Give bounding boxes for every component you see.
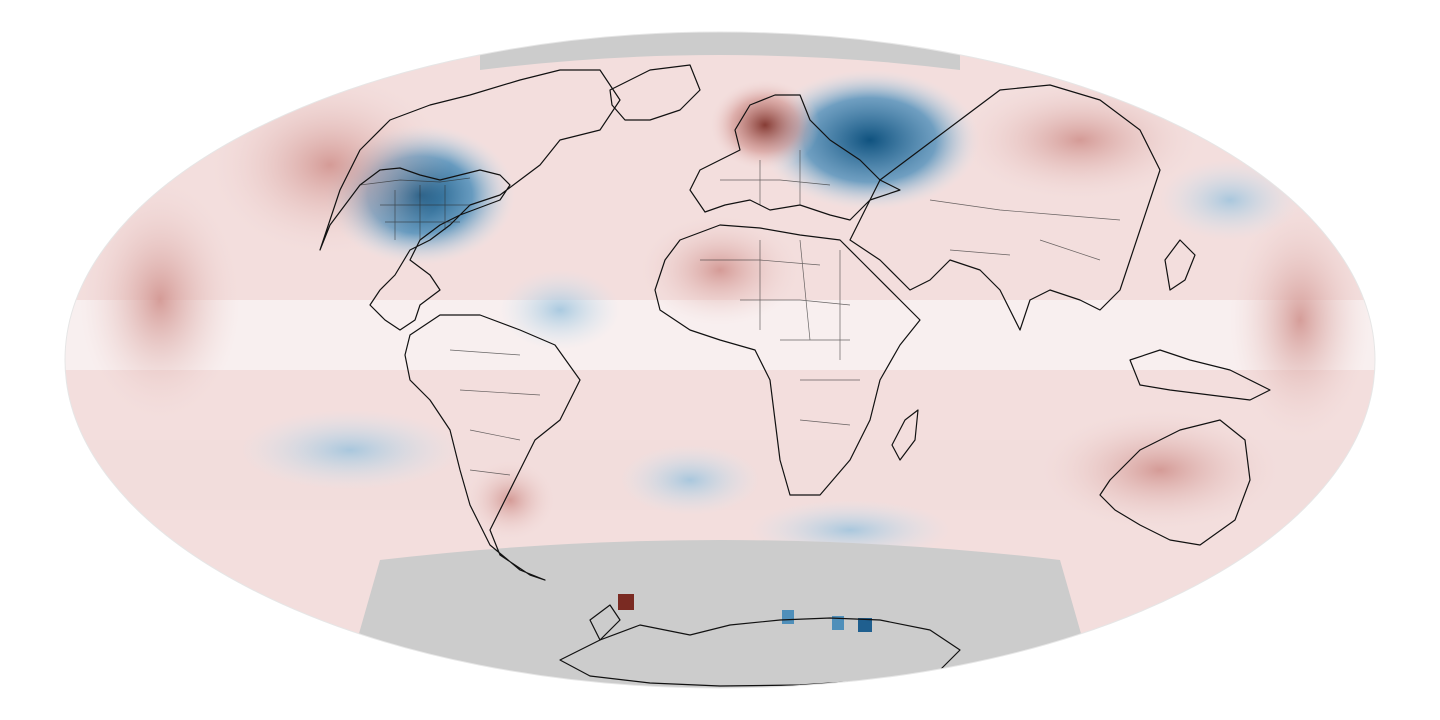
globe-body [65, 32, 1375, 688]
coastlines [319, 64, 1321, 687]
arctic-no-data [480, 32, 960, 70]
coast-indonesia [1129, 349, 1271, 401]
coast-south-america [404, 314, 581, 581]
border-us-canada [359, 177, 471, 186]
anomaly-east-pacific-warm [80, 180, 240, 420]
coast-north-america [319, 69, 621, 331]
coast-madagascar [891, 409, 919, 461]
anomaly-south-atlantic-cold [620, 445, 760, 515]
coast-greenland [609, 64, 701, 121]
antarctic-cold-cell-1 [782, 610, 794, 624]
anomaly-sahara-warm [640, 215, 800, 325]
antarctic-peninsula-warm-cell [618, 594, 634, 610]
anomaly-west-pacific-warm [1230, 200, 1370, 440]
antarctic-no-data [340, 540, 1100, 688]
anomaly-atlantic-cold [500, 270, 620, 350]
country-borders [359, 150, 1121, 476]
border-us-states-grid [380, 185, 470, 240]
anomaly-south-pacific-cold [240, 410, 460, 490]
border-africa-2 [759, 239, 841, 360]
anomaly-scandinavia-warm [710, 80, 820, 170]
border-south-america [449, 349, 541, 476]
coast-japan [1164, 239, 1196, 291]
anomaly-australia-warm [1040, 410, 1280, 530]
coast-australia [1099, 419, 1251, 546]
coast-antarctic-peninsula [589, 604, 621, 641]
border-asia [929, 199, 1121, 261]
coast-antarctica [559, 617, 961, 687]
anomaly-western-russia-cold [760, 70, 980, 210]
anomaly-siberia-warm [960, 80, 1200, 200]
anomaly-patagonia-warm [465, 460, 555, 540]
anomaly-alaska-canada-warm [210, 75, 450, 255]
antarctic-cold-cell-3 [858, 618, 872, 632]
globe-outline [64, 31, 1376, 689]
coast-asia [849, 84, 1161, 331]
antarctic-cold-cell-2 [832, 616, 844, 630]
border-europe [720, 150, 831, 205]
coast-africa [654, 224, 921, 496]
